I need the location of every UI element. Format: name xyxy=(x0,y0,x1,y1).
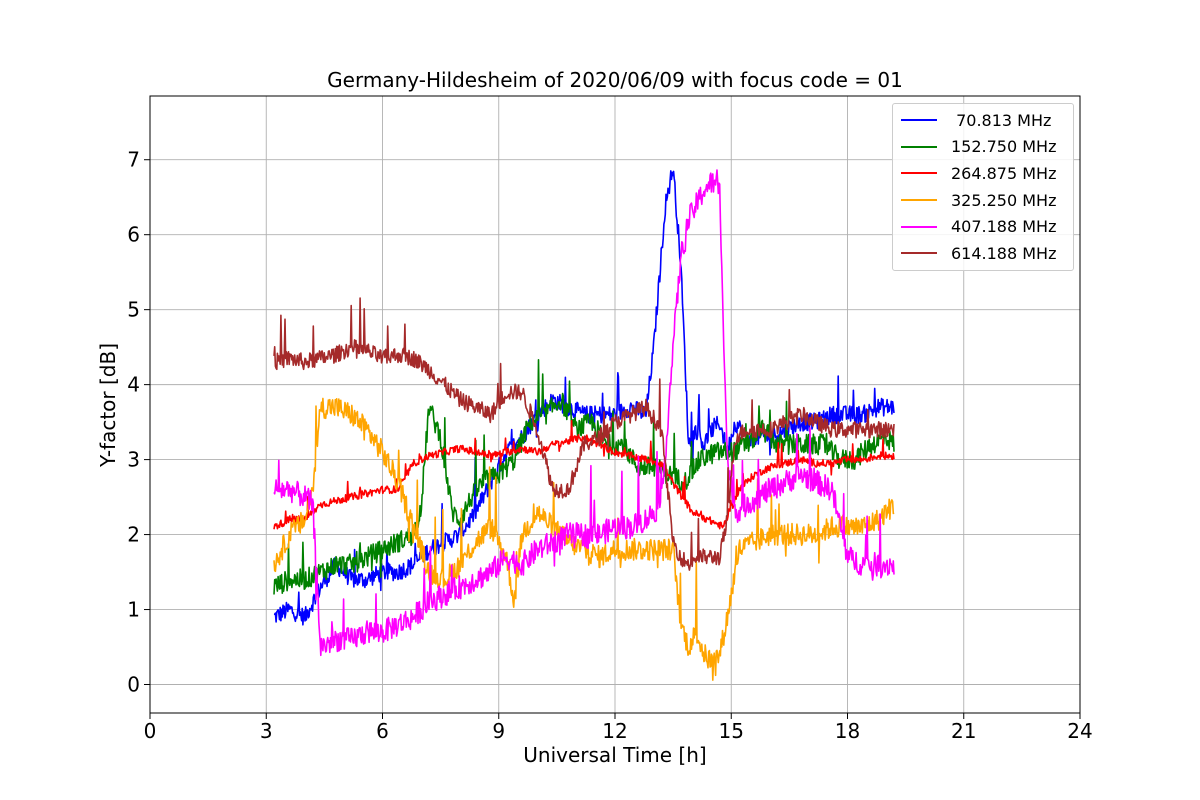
y-tick-label: 2 xyxy=(127,523,140,547)
x-tick-label: 18 xyxy=(835,719,860,743)
legend-label: 614.188 MHz xyxy=(951,243,1057,263)
x-axis-label: Universal Time [h] xyxy=(523,743,707,767)
y-tick-label: 5 xyxy=(127,298,140,322)
legend-label: 407.188 MHz xyxy=(951,217,1057,237)
y-tick-label: 1 xyxy=(127,598,140,622)
legend-swatch xyxy=(901,119,937,122)
x-tick-label: 24 xyxy=(1067,719,1092,743)
legend-label: 325.250 MHz xyxy=(951,190,1057,210)
legend-item: 152.750 MHz xyxy=(893,134,1073,161)
series-line-0 xyxy=(273,170,895,626)
legend-label: 264.875 MHz xyxy=(951,163,1057,183)
legend-item: 325.250 MHz xyxy=(893,187,1073,214)
series-line-1 xyxy=(273,359,895,595)
legend-item: 407.188 MHz xyxy=(893,213,1073,240)
x-tick-label: 21 xyxy=(951,719,976,743)
y-tick-label: 0 xyxy=(127,673,140,697)
y-tick-label: 6 xyxy=(127,223,140,247)
legend-label: 70.813 MHz xyxy=(951,110,1052,130)
y-tick-label: 3 xyxy=(127,448,140,472)
legend: 70.813 MHz 152.750 MHz 264.875 MHz 325.2… xyxy=(892,103,1074,271)
y-tick-label: 7 xyxy=(127,148,140,172)
legend-item: 614.188 MHz xyxy=(893,240,1073,267)
legend-swatch xyxy=(901,172,937,175)
x-tick-label: 3 xyxy=(260,719,273,743)
legend-swatch xyxy=(901,145,937,148)
series-line-4 xyxy=(273,169,895,657)
x-tick-label: 6 xyxy=(376,719,389,743)
series-line-5 xyxy=(273,297,895,571)
legend-item: 264.875 MHz xyxy=(893,160,1073,187)
y-axis-label: Y-factor [dB] xyxy=(96,342,120,468)
series-layer xyxy=(273,169,895,681)
legend-swatch xyxy=(901,252,937,255)
legend-item: 70.813 MHz xyxy=(893,107,1073,134)
x-tick-label: 15 xyxy=(719,719,744,743)
x-tick-label: 0 xyxy=(144,719,157,743)
legend-swatch xyxy=(901,225,937,228)
legend-label: 152.750 MHz xyxy=(951,137,1057,157)
chart-title: Germany-Hildesheim of 2020/06/09 with fo… xyxy=(327,68,903,92)
x-tick-label: 12 xyxy=(602,719,627,743)
x-tick-label: 9 xyxy=(492,719,505,743)
legend-swatch xyxy=(901,199,937,202)
y-tick-label: 4 xyxy=(127,373,140,397)
